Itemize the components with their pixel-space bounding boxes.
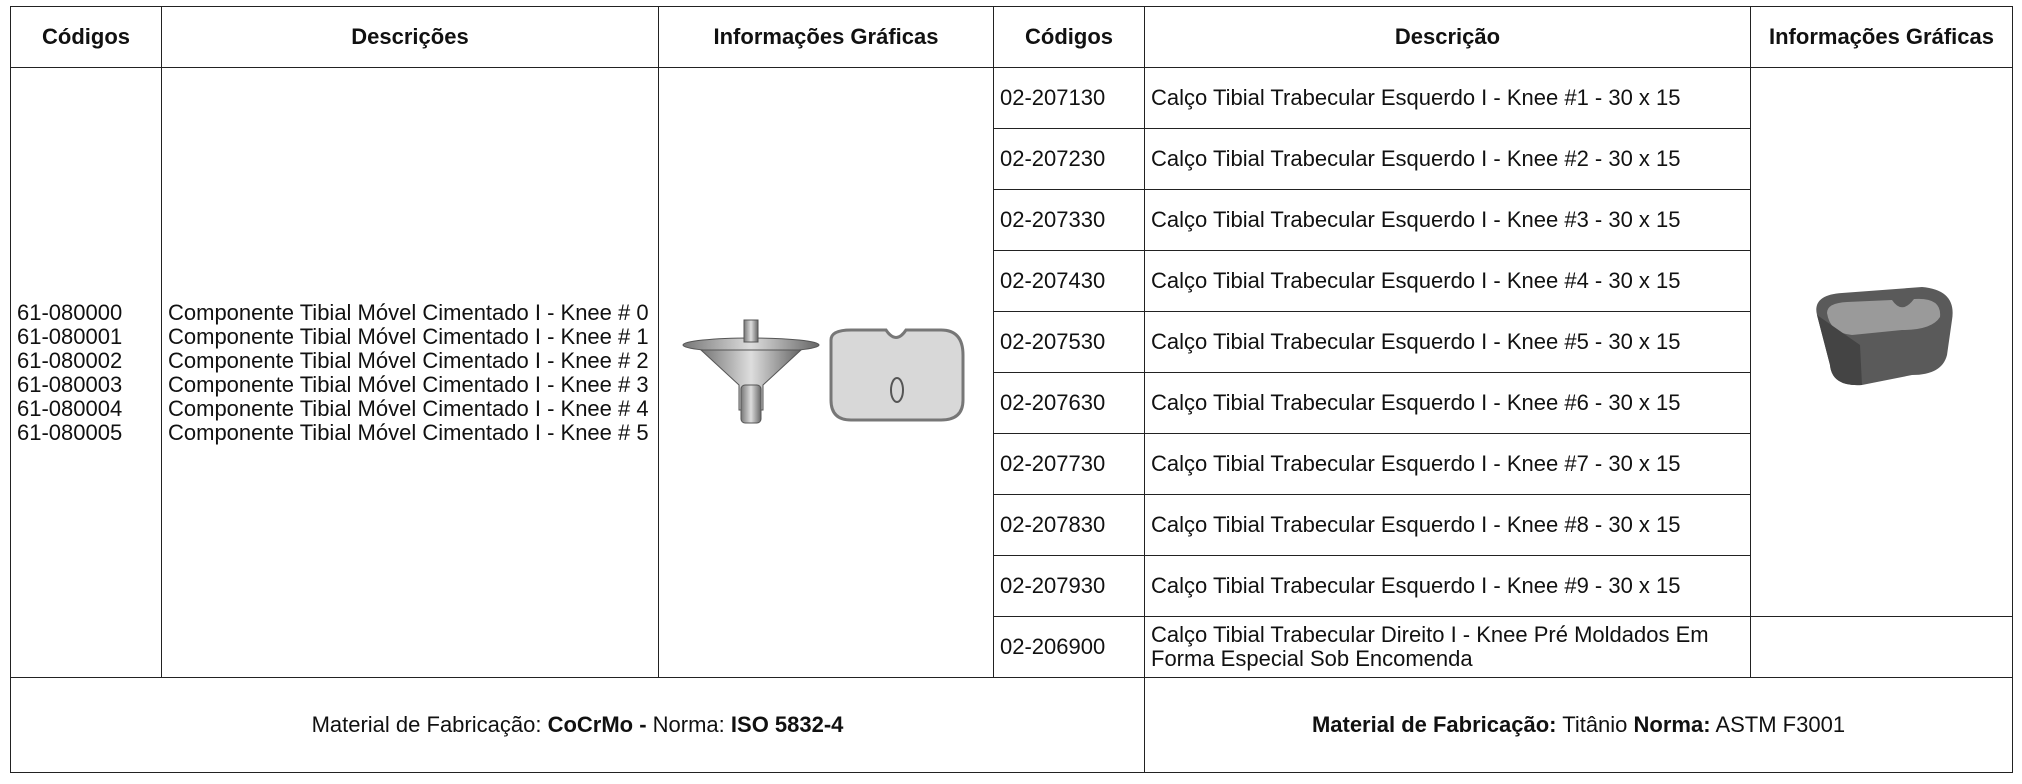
footer-left: Material de Fabricação: CoCrMo - Norma: … xyxy=(10,677,1145,773)
empty-cell xyxy=(1750,616,2013,678)
description-text: Componente Tibial Móvel Cimentado I - Kn… xyxy=(168,347,649,373)
code-cell: 02-207930 xyxy=(993,555,1145,617)
description-text: Componente Tibial Móvel Cimentado I - Kn… xyxy=(168,299,649,325)
table-body: 61-080000 61-080001 61-080002 61-080003 61-0… xyxy=(10,67,2013,773)
description-cell: Calço Tibial Trabecular Esquerdo I - Kne… xyxy=(1144,67,1751,129)
left-codes: 61-080000 61-080001 61-080002 61-080003 61-0… xyxy=(10,67,162,678)
code-cell: 02-207530 xyxy=(993,311,1145,373)
column-header: Códigos xyxy=(993,6,1145,68)
description-cell: Calço Tibial Trabecular Esquerdo I - Kne… xyxy=(1144,311,1751,373)
row: 02-207830 Calço Tibial Trabecular Esquerd… xyxy=(11,494,2013,556)
footer-right: Material de Fabricação: Titânio Norma: A… xyxy=(1144,677,2013,773)
code-cell: 02-207830 xyxy=(993,494,1145,556)
row: 02-207430 Calço Tibial Trabecular Esquerd… xyxy=(11,250,2013,312)
code-cell: 02-207330 xyxy=(993,189,1145,251)
footer-text: Norma: xyxy=(1633,712,1711,737)
code-cell: 02-207130 xyxy=(993,67,1145,129)
description-cell: Calço Tibial Trabecular Esquerdo I - Kne… xyxy=(1144,494,1751,556)
code-cell: 02-207430 xyxy=(993,250,1145,312)
column-header: Códigos xyxy=(10,6,162,68)
code-text: 61-080001 xyxy=(17,323,123,349)
description-text: Componente Tibial Móvel Cimentado I - Kn… xyxy=(168,395,649,421)
description-text: Componente Tibial Móvel Cimentado I - Kn… xyxy=(168,371,649,397)
footer-row: Material de Fabricação: CoCrMo - Norma: … xyxy=(10,677,2013,773)
tibial-component-image xyxy=(682,319,965,424)
column-header: Descrição xyxy=(1144,6,1751,68)
description-text: Componente Tibial Móvel Cimentado I - Kn… xyxy=(168,419,649,445)
footer-text: CoCrMo - xyxy=(547,712,647,737)
row: 02-206900 Calço Tibial Trabecular Direito… xyxy=(11,616,2013,678)
header-row: Códigos Descrições Informações Gráficas Cód… xyxy=(10,6,2013,68)
footer-text: Norma: xyxy=(646,712,731,737)
row: 02-207930 Calço Tibial Trabecular Esquerd… xyxy=(11,555,2013,617)
description-cell: Calço Tibial Trabecular Esquerdo I - Kne… xyxy=(1144,372,1751,434)
image-cell xyxy=(1750,67,2013,617)
row: 02-207630 Calço Tibial Trabecular Esquerd… xyxy=(11,372,2013,434)
image-cell xyxy=(658,67,994,678)
code-text: 61-080004 xyxy=(17,395,123,421)
footer-text: Material de Fabricação: xyxy=(311,712,548,737)
row: 02-207530 Calço Tibial Trabecular Esquerd… xyxy=(11,311,2013,373)
column-header: Descrições xyxy=(161,6,659,68)
code-cell: 02-207230 xyxy=(993,128,1145,190)
description-text: Componente Tibial Móvel Cimentado I - Kn… xyxy=(168,323,649,349)
code-text: 61-080000 xyxy=(17,299,123,325)
code-text: 61-080003 xyxy=(17,371,123,397)
code-cell: 02-207630 xyxy=(993,372,1145,434)
description-cell: Calço Tibial Trabecular Esquerdo I - Kne… xyxy=(1144,250,1751,312)
description-cell: Calço Tibial Trabecular Esquerdo I - Kne… xyxy=(1144,433,1751,495)
footer-text: Material de Fabricação: xyxy=(1311,712,1557,737)
footer-text: Titânio xyxy=(1556,712,1634,737)
description-cell: Calço Tibial Trabecular Esquerdo I - Kne… xyxy=(1144,128,1751,190)
code-text: 61-080005 xyxy=(17,419,123,445)
description-cell: Calço Tibial Trabecular Esquerdo I - Kne… xyxy=(1144,189,1751,251)
left-descriptions: Componente Tibial Móvel Cimentado I - Kn… xyxy=(161,67,659,678)
row: 02-207730 Calço Tibial Trabecular Esquerd… xyxy=(11,433,2013,495)
footer-text: ASTM F3001 xyxy=(1710,712,1846,737)
product-table: Códigos Descrições Informações Gráficas Cód… xyxy=(10,6,2013,773)
code-cell: 02-206900 xyxy=(993,616,1145,678)
code-text: 61-080002 xyxy=(17,347,123,373)
code-cell: 02-207730 xyxy=(993,433,1145,495)
tibial-wedge-image xyxy=(1815,286,1953,385)
footer-text: ISO 5832-4 xyxy=(730,712,844,737)
description-cell: Calço Tibial Trabecular Esquerdo I - Kne… xyxy=(1144,555,1751,617)
description-cell: Calço Tibial Trabecular Direito I - Knee… xyxy=(1144,616,1751,678)
row: 02-207330 Calço Tibial Trabecular Esquerd… xyxy=(11,189,2013,251)
column-header: Informações Gráficas xyxy=(1750,6,2013,68)
column-header: Informações Gráficas xyxy=(658,6,994,68)
row: 61-080000 61-080001 61-080002 61-080003 61-0… xyxy=(10,67,2013,678)
